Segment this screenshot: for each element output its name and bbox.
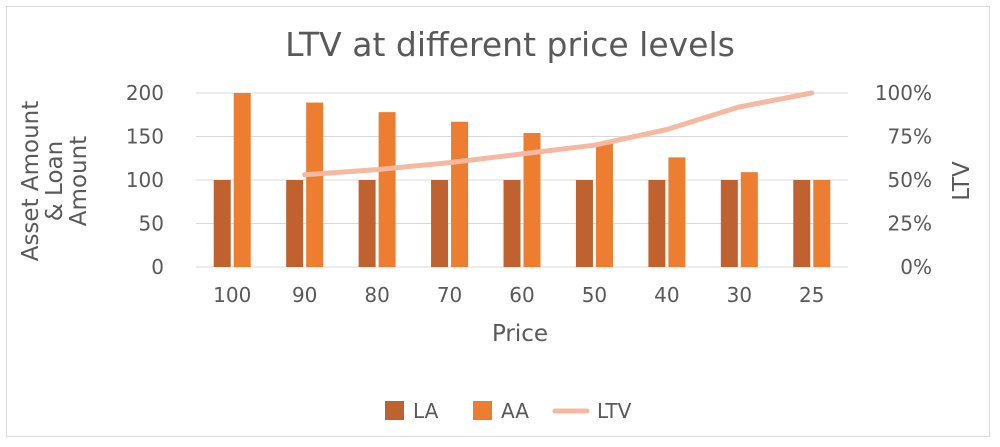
y2-tick-label: 0% — [900, 255, 932, 279]
x-tick-label: 60 — [509, 283, 534, 307]
y-tick-label: 150 — [126, 125, 164, 149]
x-tick-label: 50 — [582, 283, 607, 307]
y2-tick-label: 25% — [888, 212, 932, 236]
y-axis-label-line: Asset Amount — [18, 101, 44, 262]
x-tick-label: 25 — [799, 283, 824, 307]
bar-la — [575, 180, 593, 267]
y-tick-label: 50 — [139, 212, 164, 236]
y-tick-label: 200 — [126, 81, 164, 105]
x-axis-label: Price — [492, 321, 548, 347]
y-axis-label-line: Amount — [66, 136, 92, 226]
x-tick-label: 70 — [437, 283, 462, 307]
y2-axis-label: LTV — [949, 161, 975, 201]
legend-label-ltv: LTV — [597, 399, 632, 423]
bar-la — [503, 180, 521, 267]
y-tick-label: 100 — [126, 168, 164, 192]
y2-tick-label: 75% — [888, 125, 932, 149]
bar-la — [213, 180, 231, 267]
bar-aa — [813, 180, 831, 267]
bar-la — [358, 180, 376, 267]
line-ltv — [302, 90, 815, 178]
bar-aa — [451, 121, 469, 268]
bar-la — [431, 180, 449, 267]
bar-aa — [740, 172, 758, 267]
bar-aa — [378, 112, 396, 267]
bar-aa — [668, 157, 686, 267]
bar-la — [793, 180, 811, 267]
y-tick-label: 0 — [151, 255, 164, 279]
bar-la — [648, 180, 666, 267]
y2-tick-label: 100% — [875, 81, 932, 105]
bar-la — [286, 180, 304, 267]
x-tick-label: 90 — [292, 283, 317, 307]
bar-la — [720, 180, 738, 267]
y-axis-label: Asset Amount& LoanAmount — [18, 101, 92, 262]
legend-swatch-aa — [473, 401, 492, 420]
legend-swatch-la — [385, 401, 404, 420]
x-tick-label: 30 — [727, 283, 752, 307]
x-tick-label: 100 — [213, 283, 251, 307]
bar-aa — [523, 133, 541, 267]
bar-aa — [233, 93, 251, 267]
legend-label-aa: AA — [501, 399, 529, 423]
legend-label-la: LA — [413, 399, 439, 423]
bar-aa — [595, 142, 613, 267]
x-tick-label: 80 — [364, 283, 389, 307]
chart-title: LTV at different price levels — [285, 25, 735, 64]
x-tick-label: 40 — [654, 283, 679, 307]
y-axis-label-line: & Loan — [42, 141, 68, 221]
y2-tick-label: 50% — [888, 168, 932, 192]
bar-aa — [306, 102, 324, 267]
